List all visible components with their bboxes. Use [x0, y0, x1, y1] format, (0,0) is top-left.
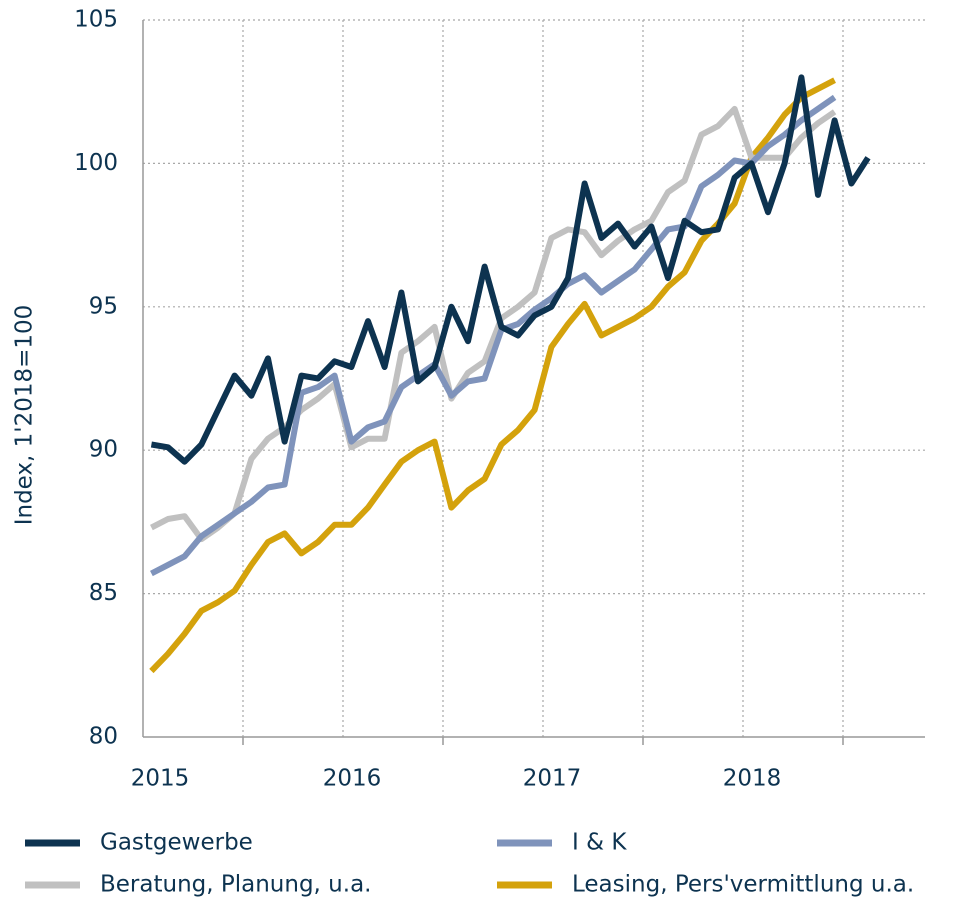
y-tick-label: 85 — [89, 580, 118, 606]
legend-label: Beratung, Planung, u.a. — [100, 872, 371, 898]
x-tick-label: 2015 — [131, 766, 190, 792]
y-tick-label: 100 — [74, 150, 118, 176]
y-tick-label: 95 — [89, 293, 118, 319]
x-tick-label: 2017 — [523, 766, 582, 792]
series-line — [150, 74, 871, 465]
y-tick-label: 80 — [89, 724, 118, 750]
series-line — [149, 77, 836, 674]
series-line — [150, 105, 837, 543]
legend-label: Gastgewerbe — [100, 830, 253, 856]
y-tick-label: 90 — [89, 437, 118, 463]
legend-label: I & K — [572, 830, 627, 856]
series-line — [150, 94, 837, 577]
y-axis-label: Index, 1'2018=100 — [12, 305, 38, 526]
x-tick-label: 2016 — [323, 766, 382, 792]
legend-label: Leasing, Pers'vermittlung u.a. — [572, 872, 914, 898]
y-tick-label: 105 — [74, 7, 118, 33]
x-tick-label: 2018 — [723, 766, 782, 792]
